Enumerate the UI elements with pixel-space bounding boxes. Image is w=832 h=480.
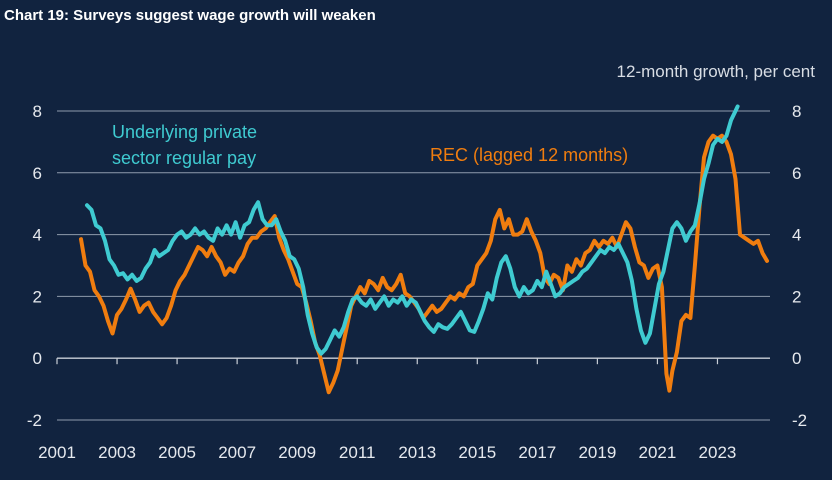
gridlines [57,110,770,421]
x-tick-2019: 2019 [578,443,616,462]
x-tick-2009: 2009 [278,443,316,462]
y-tick-left--2: -2 [27,411,42,430]
y-tick-right-6: 6 [792,164,801,183]
y-tick-left-2: 2 [33,287,42,306]
y-tick-right-2: 2 [792,287,801,306]
axes: -2 -2 0 0 2 2 4 4 6 6 8 8 2001 2003 2005 2007 2009 2011 20… [27,102,807,462]
series-line-pay [85,104,740,356]
x-tick-2007: 2007 [218,443,256,462]
y-tick-right--2: -2 [792,411,807,430]
x-tick-2023: 2023 [699,443,737,462]
x-tick-2011: 2011 [339,443,376,462]
x-tick-2003: 2003 [98,443,136,462]
y-tick-left-0: 0 [33,349,42,368]
series-label-rec: REC (lagged 12 months) [430,145,628,165]
x-tick-2013: 2013 [398,443,436,462]
chart-title: Chart 19: Surveys suggest wage growth wi… [4,7,376,24]
x-tick-2017: 2017 [518,443,556,462]
series-label-pay-line-2: sector regular pay [112,148,256,168]
series-label-pay-line-1: Underlying private [112,122,257,142]
y-tick-left-6: 6 [33,164,42,183]
y-tick-right-8: 8 [792,102,801,121]
x-tick-2021: 2021 [639,443,677,462]
unit-label: 12-month growth, per cent [617,62,816,81]
x-tick-2005: 2005 [158,443,196,462]
y-tick-right-0: 0 [792,349,801,368]
y-tick-right-4: 4 [792,226,801,245]
y-tick-left-8: 8 [33,102,42,121]
x-tick-2015: 2015 [458,443,496,462]
x-tick-2001: 2001 [38,443,76,462]
y-tick-left-4: 4 [33,226,42,245]
series-lines [79,104,769,395]
series-line-rec [79,133,769,395]
